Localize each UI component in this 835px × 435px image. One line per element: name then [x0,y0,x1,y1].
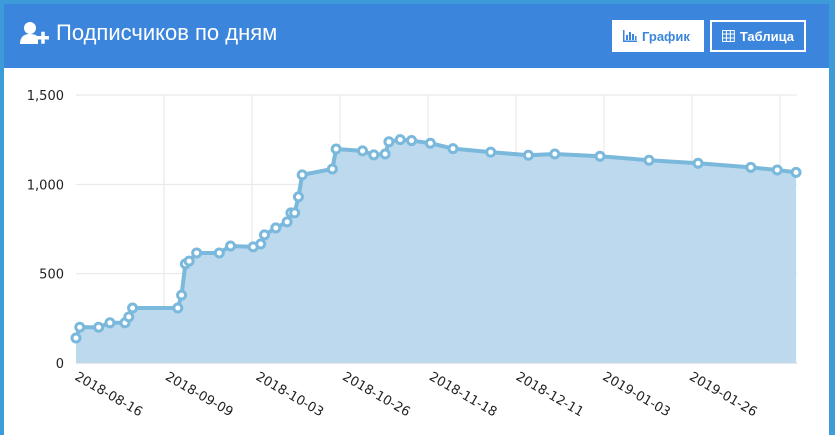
data-point [326,163,338,175]
data-point [123,311,135,323]
data-point [70,332,82,344]
data-point [424,137,436,149]
x-tick-label: 2019-01-26 [687,369,760,420]
data-point [447,143,459,155]
chart-view-label: График [642,28,690,44]
data-point [643,154,655,166]
data-point [383,136,395,148]
data-point [259,229,270,241]
data-point [406,135,418,147]
panel-title-text: Подписчиков по дням [56,20,278,45]
data-point [93,321,105,333]
y-tick-label: 500 [39,268,64,283]
x-tick-label: 2018-10-03 [253,369,326,420]
data-point [394,134,406,146]
data-point [522,149,534,161]
data-point [485,146,497,158]
panel-title: Подписчиков по дням [20,20,277,46]
table-view-button[interactable]: Таблица [710,20,806,52]
data-point [357,145,369,157]
subscribers-chart: 0 500 1,000 1,500 2018-08-16 2018-09-09 2018-1… [27,89,802,420]
data-point [692,157,704,169]
y-tick-label: 0 [56,357,64,372]
data-point [213,247,225,259]
data-point [549,148,561,160]
data-point [270,222,282,234]
data-point [225,240,237,252]
area-fill [76,139,797,363]
data-point [255,238,267,250]
subscribers-panel: Подписчиков по дням График Таблица 0 500 1… [4,4,829,435]
data-point [191,247,203,259]
bar-chart-icon [623,30,637,42]
x-tick-label: 2018-12-11 [513,369,586,420]
data-point [594,150,606,162]
y-tick-label: 1,000 [27,178,64,193]
x-tick-label: 2018-10-26 [340,369,413,420]
data-point [771,164,783,176]
data-point [183,255,195,267]
data-point [104,317,116,329]
data-point [368,149,380,161]
data-point [790,166,802,178]
data-point [127,302,139,314]
data-point [172,302,184,314]
data-point [330,143,342,155]
table-icon [722,30,735,42]
data-point [176,289,188,301]
x-tick-label: 2018-09-09 [162,369,235,420]
data-point [281,216,293,228]
data-point [745,161,757,173]
x-tick-label: 2018-08-16 [72,369,145,420]
data-point [289,207,301,219]
y-tick-label: 1,500 [27,89,64,104]
data-point [379,148,391,160]
x-tick-label: 2019-01-03 [600,369,673,420]
data-point [74,321,86,333]
table-view-label: Таблица [739,28,794,44]
chart-view-button[interactable]: График [612,20,704,52]
data-point [292,191,304,203]
data-point [296,169,308,181]
panel-header: Подписчиков по дням График Таблица [4,4,829,68]
user-plus-icon [20,22,49,44]
x-tick-label: 2018-11-18 [426,369,499,420]
